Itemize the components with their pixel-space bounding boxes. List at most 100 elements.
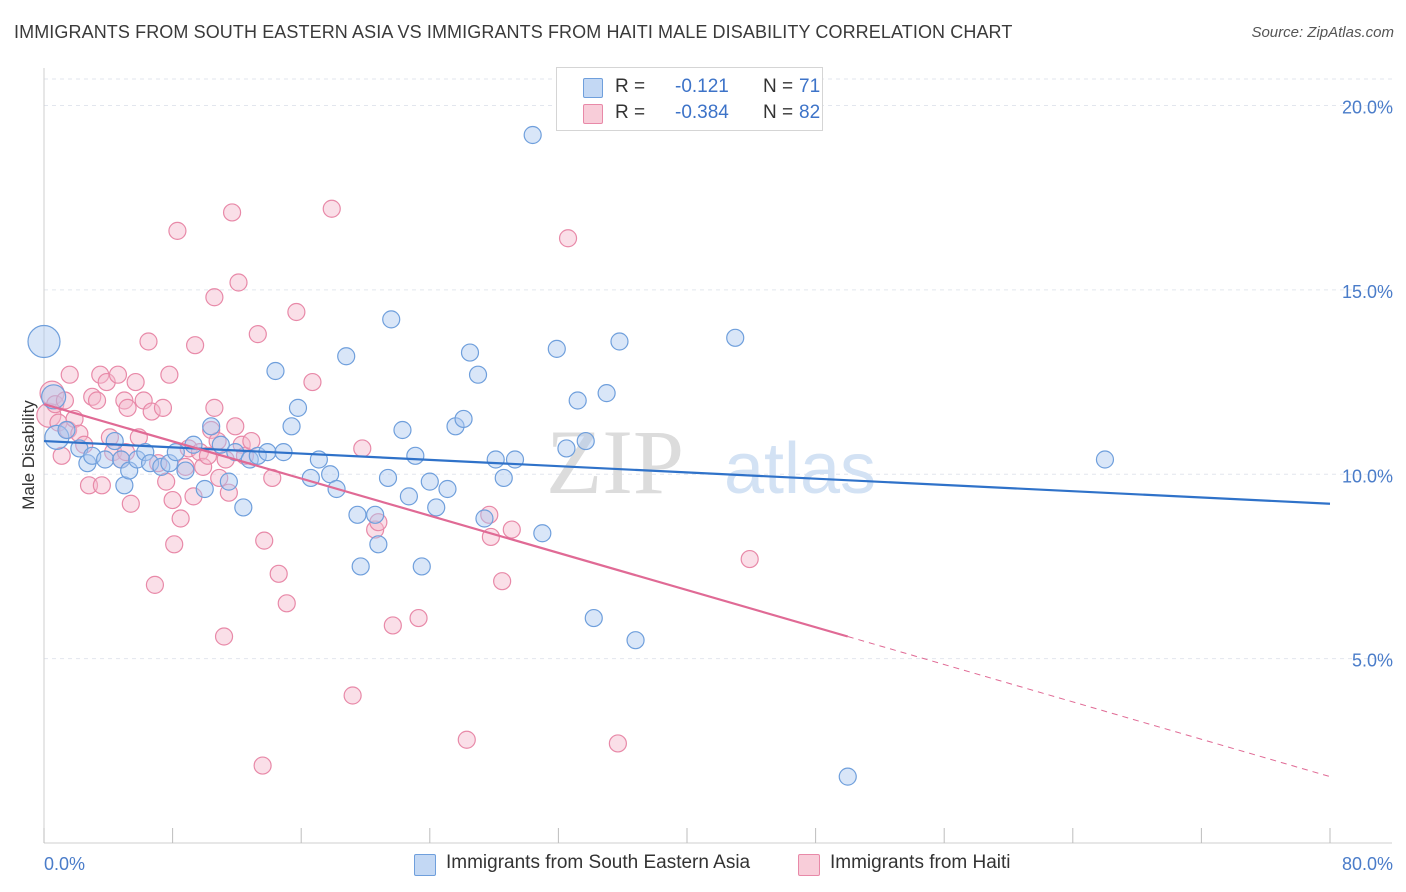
point-sea [378, 468, 398, 488]
point-sea [597, 384, 616, 403]
point-sea [438, 479, 457, 499]
point-haiti [121, 494, 140, 513]
point-sea [27, 324, 61, 359]
point-haiti [171, 509, 190, 528]
point-sea [399, 487, 419, 506]
watermark: ZIP atlas [546, 411, 876, 513]
point-sea [348, 505, 367, 524]
point-haiti [608, 734, 627, 753]
point-sea [393, 420, 412, 440]
point-haiti [214, 627, 234, 646]
point-sea [838, 767, 857, 786]
point-sea [486, 450, 505, 469]
point-haiti [205, 398, 224, 417]
point-haiti [383, 616, 402, 635]
point-haiti [253, 756, 272, 775]
point-haiti [322, 199, 341, 218]
trend-lines [43, 403, 1331, 778]
point-sea [288, 398, 308, 417]
point-haiti [153, 398, 173, 417]
point-sea [95, 450, 115, 469]
point-sea [427, 498, 446, 517]
axis-labels: 5.0% 10.0% 15.0% 20.0% 0.0% 80.0% Male Disabil… [19, 98, 1393, 875]
point-haiti [198, 446, 218, 465]
point-sea [533, 524, 552, 543]
point-haiti [457, 730, 476, 749]
point-sea [568, 391, 587, 410]
point-haiti [226, 417, 245, 436]
point-sea [420, 472, 439, 491]
point-haiti [168, 221, 187, 240]
y-tick-label: 20.0% [1342, 98, 1393, 118]
point-haiti [205, 288, 224, 307]
point-haiti [92, 476, 111, 495]
y-axis-label: Male Disability [19, 400, 38, 510]
point-sea [219, 472, 238, 491]
trend-line-haiti [43, 403, 849, 638]
point-haiti [558, 229, 578, 248]
point-sea [610, 332, 629, 351]
point-haiti [740, 549, 759, 569]
point-sea [282, 417, 301, 436]
series-name-haiti: Immigrants from Haiti [830, 852, 1011, 873]
trend-line-haiti-extension [847, 636, 1331, 778]
point-sea [369, 535, 388, 554]
point-sea [726, 328, 745, 347]
point-haiti [79, 476, 99, 495]
point-haiti [353, 439, 372, 458]
point-sea [412, 557, 431, 576]
point-haiti [303, 372, 322, 392]
point-sea [44, 424, 70, 450]
chart-title: IMMIGRANTS FROM SOUTH EASTERN ASIA VS IM… [14, 22, 1013, 42]
point-haiti [97, 372, 116, 392]
legend-r-label: R = [615, 102, 646, 123]
point-sea [1095, 450, 1115, 469]
legend-r-label: R = [615, 76, 646, 97]
y-tick-label: 5.0% [1352, 651, 1393, 671]
point-haiti [52, 446, 71, 465]
series-swatch-haiti [798, 854, 820, 876]
point-sea [406, 446, 425, 465]
point-sea [140, 454, 160, 473]
point-sea [176, 461, 195, 480]
point-haiti [343, 686, 362, 705]
point-sea [105, 431, 124, 451]
point-haiti [163, 490, 182, 510]
point-haiti [142, 402, 161, 421]
point-haiti [493, 572, 512, 591]
point-haiti [255, 531, 274, 550]
point-sea [57, 420, 76, 440]
legend-n-value: 71 [799, 76, 821, 97]
watermark-zip: ZIP [546, 411, 684, 513]
point-haiti [118, 398, 137, 417]
point-haiti [248, 325, 267, 344]
point-sea [160, 454, 179, 473]
point-haiti [222, 203, 242, 222]
point-sea [234, 498, 253, 517]
point-sea [202, 417, 221, 436]
point-haiti [87, 391, 107, 410]
point-sea [195, 479, 214, 499]
point-sea [523, 125, 542, 145]
watermark-atlas: atlas [724, 429, 876, 509]
point-haiti [277, 594, 296, 613]
point-haiti [60, 365, 79, 384]
y-tick-label: 15.0% [1342, 282, 1393, 302]
legend-r-value: -0.121 [675, 76, 729, 97]
legend-n-value: 82 [799, 102, 821, 123]
point-haiti [232, 435, 251, 454]
point-sea [505, 450, 525, 469]
point-sea [136, 443, 155, 462]
series-name-sea: Immigrants from South Eastern Asia [446, 852, 751, 873]
correlation-legend: R = -0.121 N = 71 R = -0.384 N = 82 [556, 67, 823, 131]
point-sea [366, 505, 385, 524]
point-sea [584, 608, 603, 628]
point-haiti [194, 457, 213, 476]
point-sea [266, 361, 285, 381]
point-sea [576, 431, 595, 451]
legend-swatch-sea [583, 78, 603, 98]
point-haiti [157, 472, 176, 491]
point-haiti [210, 468, 229, 488]
point-sea [351, 557, 370, 576]
